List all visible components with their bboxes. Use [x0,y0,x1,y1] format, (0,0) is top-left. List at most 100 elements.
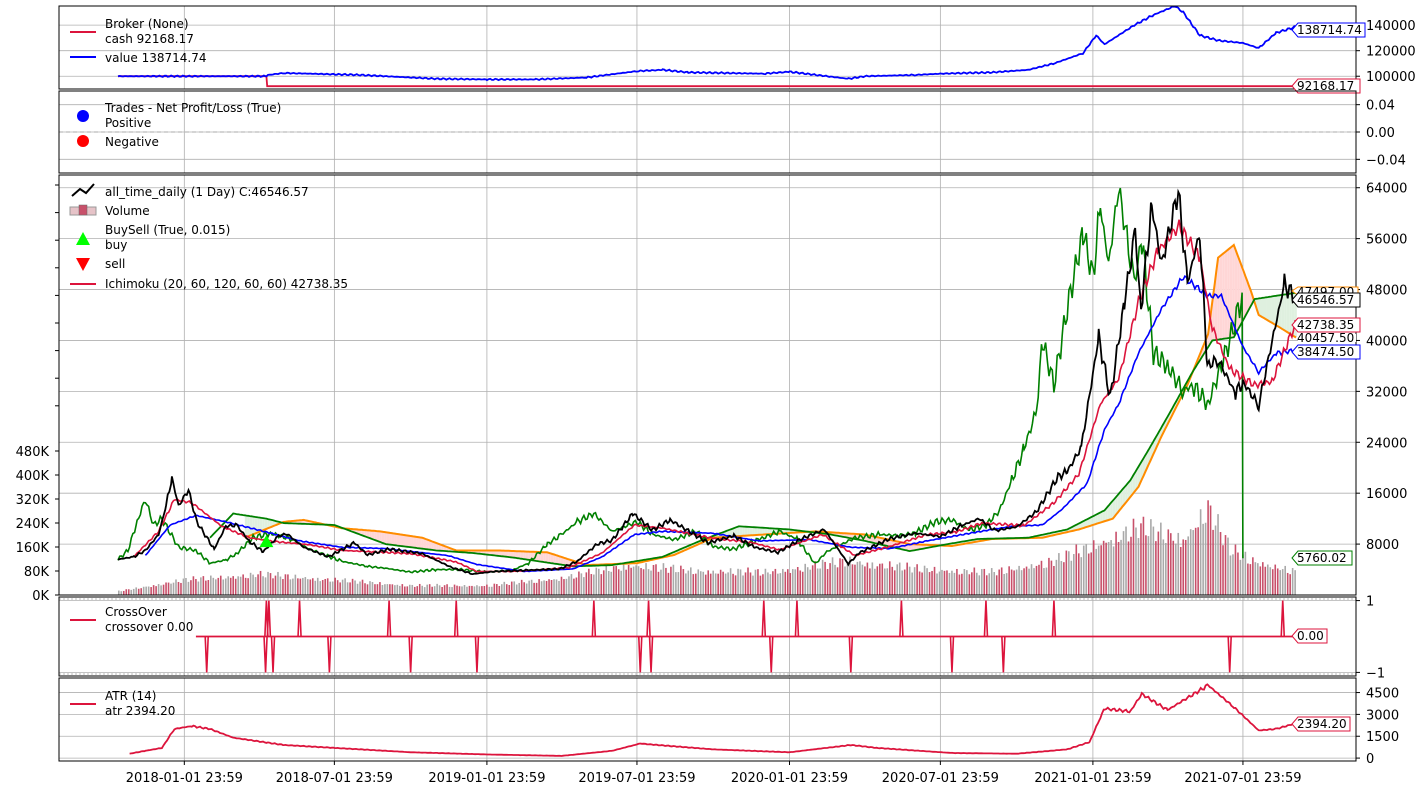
volume-bar [334,577,336,595]
cloud-segment [1132,472,1136,495]
volume-bar [167,582,170,595]
volume-bar [210,575,212,595]
volume-bar [1132,518,1135,595]
crossover-spike-up [899,600,904,637]
volume-bar [505,584,508,595]
crossover-spike-down [1227,636,1232,673]
volume-bar [879,563,881,595]
legend-volume-swatch-mark [78,204,88,216]
ichimoku-badge: 42738.35 [1291,317,1361,333]
cloud-segment [1105,506,1108,522]
y-tick-label: 3000 [1366,708,1399,723]
cloud-segment [1264,297,1267,320]
atr-legend: ATR (14) atr 2394.20 [70,689,175,718]
volume-bar [645,563,647,595]
volume-y-ticks: 480K 400K 320K 240K 160K 80K 0K [16,184,59,604]
volume-bar [535,582,538,595]
volume-bar [1073,554,1075,595]
volume-bar [657,571,660,595]
y-tick-label: 140000 [1366,19,1416,34]
volume-bar [1135,527,1137,595]
broker-legend-cash: cash 92168.17 [105,32,194,46]
volume-bar [779,573,782,595]
volume-bar [1010,569,1013,595]
volume-bar [692,574,695,595]
volume-bar [147,586,150,595]
volume-bar [1209,505,1212,595]
volume-bar [1130,536,1132,595]
volume-bar [1045,567,1048,595]
volume-bar [704,574,707,595]
volume-bar [702,571,705,595]
volume-bar [555,579,558,595]
volume-bar [916,564,918,595]
volume-bar [876,566,879,595]
broker-cash-badge: 92168.17 [1291,78,1361,94]
chikou-label: 5760.02 [1297,551,1347,565]
cloud-segment [913,544,917,551]
volume-bar [344,578,346,595]
volume-bar [170,583,172,595]
cloud-segment [1122,486,1126,507]
volume-bar [747,567,749,595]
x-tick-label: 2018-07-01 23:59 [276,771,393,786]
panel-crossover: 1 −1 CrossOver crossover 0.00 0.00 [58,595,1385,681]
volume-bar [570,574,573,595]
cloud-segment [911,544,914,551]
volume-bar [871,562,874,595]
x-tick-label: 2020-07-01 23:59 [882,771,999,786]
volume-bar [197,581,200,595]
volume-bar [1207,500,1209,595]
volume-bar [160,585,162,595]
volume-bar [127,589,130,595]
volume-tick-label: 80K [24,565,50,580]
volume-bar [486,584,488,595]
volume-bar [757,569,759,595]
volume-bar [558,580,560,595]
volume-bar [1117,541,1120,595]
volume-bar [732,573,734,595]
volume-bar [1122,531,1125,595]
y-tick-label: 48000 [1366,284,1407,299]
volume-bar [752,575,754,595]
volume-bar [510,581,513,595]
volume-bar [528,580,530,595]
volume-bar [314,580,317,595]
volume-bar [951,570,953,595]
volume-bar [632,566,635,595]
volume-bar [279,576,282,595]
trades-legend-title: Trades - Net Profit/Loss (True) [104,101,281,115]
volume-bar [1217,514,1219,595]
volume-bar [971,572,973,595]
volume-bar [354,580,356,595]
cloud-segment [505,550,509,557]
volume-bar [1142,516,1145,595]
cloud-segment [1259,297,1263,317]
volume-bar [185,577,187,595]
volume-bar [224,578,227,595]
cloud-segment [426,539,429,550]
volume-bar [1197,527,1199,595]
volume-bar [1000,567,1003,595]
volume-bar [921,572,923,595]
crossover-spike-up [761,600,767,637]
volume-bar [600,574,603,595]
volume-bar [794,569,797,595]
volume-bar [359,581,361,595]
volume-bar [237,576,239,595]
y-tick-label: 0.04 [1366,99,1395,114]
y-tick-label: 16000 [1366,487,1407,502]
volume-bar [1055,559,1058,595]
volume-bar [182,578,185,595]
volume-bar [205,580,207,595]
volume-bar [408,584,411,595]
cloud-segment [754,527,758,536]
cloud-segment [550,553,554,564]
cloud-segment [394,533,397,546]
cloud-segment [491,550,494,556]
volume-bar [1249,564,1252,595]
y-tick-label: 56000 [1366,233,1407,248]
cloud-segment [1127,480,1131,501]
volume-bar [734,575,737,595]
cloud-segment [1262,297,1265,319]
